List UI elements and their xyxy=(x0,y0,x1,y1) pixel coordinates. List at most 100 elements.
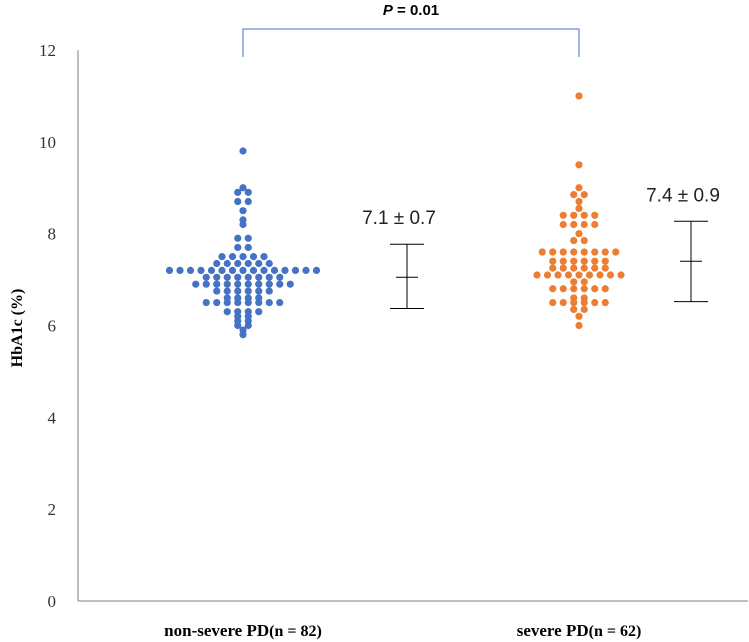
data-point xyxy=(265,287,273,295)
data-point xyxy=(234,298,242,307)
significance-bracket: P = 0.01 xyxy=(242,2,580,57)
data-point xyxy=(234,243,242,252)
data-point xyxy=(570,211,578,219)
data-point xyxy=(580,220,588,229)
p-value: = 0.01 xyxy=(393,2,439,19)
data-point xyxy=(570,298,578,307)
stat-labels: 7.1 ± 0.7 7.4 ± 0.9 xyxy=(362,185,720,229)
data-point xyxy=(570,257,578,265)
data-point xyxy=(234,197,242,206)
data-point xyxy=(223,308,231,316)
data-point xyxy=(244,234,252,242)
data-point xyxy=(223,287,231,295)
data-point xyxy=(591,211,599,219)
category-name: severe PD xyxy=(517,621,589,640)
data-point xyxy=(244,280,252,288)
data-point xyxy=(244,259,252,268)
data-point xyxy=(265,280,273,288)
data-point xyxy=(255,308,263,316)
data-point xyxy=(538,248,546,256)
y-tick-label: 10 xyxy=(39,133,56,152)
data-point xyxy=(591,220,599,229)
data-point xyxy=(575,197,583,206)
data-point xyxy=(249,253,258,261)
p-value-label: P = 0.01 xyxy=(383,2,439,19)
data-point xyxy=(549,298,557,307)
data-point xyxy=(570,236,578,245)
data-point xyxy=(575,204,583,213)
data-point xyxy=(580,305,588,314)
data-point xyxy=(580,298,588,307)
data-point xyxy=(234,234,242,242)
error-bars xyxy=(390,220,708,310)
data-point xyxy=(580,257,588,265)
data-point xyxy=(239,331,247,339)
data-point xyxy=(591,285,599,293)
data-point xyxy=(265,273,273,281)
data-point xyxy=(580,236,588,245)
data-point xyxy=(601,264,609,272)
data-point xyxy=(239,147,247,155)
data-point xyxy=(244,188,252,196)
data-point xyxy=(234,280,242,288)
data-point xyxy=(276,273,284,281)
data-point xyxy=(244,243,252,252)
data-point xyxy=(255,280,263,288)
data-point xyxy=(213,273,221,281)
axes xyxy=(77,50,748,602)
data-point xyxy=(575,321,583,330)
data-point xyxy=(197,266,205,274)
data-point xyxy=(218,266,226,274)
data-point xyxy=(559,220,567,229)
data-point xyxy=(580,191,588,199)
data-point xyxy=(239,184,247,192)
data-point xyxy=(606,271,615,279)
data-point xyxy=(580,248,588,256)
data-point xyxy=(570,278,578,286)
y-tick-label: 2 xyxy=(48,500,57,519)
y-tick-label: 4 xyxy=(48,408,57,427)
y-tick-labels: 0 2 4 6 8 10 12 xyxy=(39,41,57,611)
stat-label: 7.4 ± 0.9 xyxy=(646,185,720,206)
data-point xyxy=(223,273,231,281)
data-point xyxy=(213,259,221,268)
data-point xyxy=(223,280,231,288)
data-point xyxy=(575,92,583,100)
data-point xyxy=(234,321,242,330)
category-n: (n = 62) xyxy=(589,623,642,640)
data-point xyxy=(244,298,252,307)
data-points xyxy=(165,92,625,339)
y-tick-label: 6 xyxy=(48,317,57,336)
data-point xyxy=(617,271,625,279)
data-point xyxy=(580,211,588,219)
data-point xyxy=(575,312,583,320)
data-point xyxy=(239,207,247,215)
x-category-labels: non-severe PD(n = 82) severe PD(n = 62) xyxy=(164,621,641,640)
data-point xyxy=(612,248,620,256)
data-point xyxy=(276,298,284,307)
data-point xyxy=(570,285,578,293)
data-point xyxy=(575,230,583,238)
data-point xyxy=(601,248,609,256)
data-point xyxy=(543,271,552,279)
data-point xyxy=(591,264,599,272)
stat-label: 7.1 ± 0.7 xyxy=(362,208,436,229)
data-point xyxy=(580,278,588,286)
data-point xyxy=(223,259,231,268)
data-point xyxy=(570,248,578,256)
data-point xyxy=(291,266,300,274)
category-name: non-severe PD xyxy=(164,621,269,640)
data-point xyxy=(265,259,273,268)
data-point xyxy=(213,298,221,307)
data-point xyxy=(207,266,216,274)
data-point xyxy=(591,257,599,265)
data-point xyxy=(601,257,609,265)
data-point xyxy=(255,287,263,295)
category-n: (n = 82) xyxy=(269,623,322,640)
data-point xyxy=(228,266,237,274)
data-point xyxy=(223,298,231,307)
y-tick-label: 8 xyxy=(48,225,57,244)
data-point xyxy=(234,287,242,295)
data-point xyxy=(549,264,557,272)
data-point xyxy=(570,191,578,199)
